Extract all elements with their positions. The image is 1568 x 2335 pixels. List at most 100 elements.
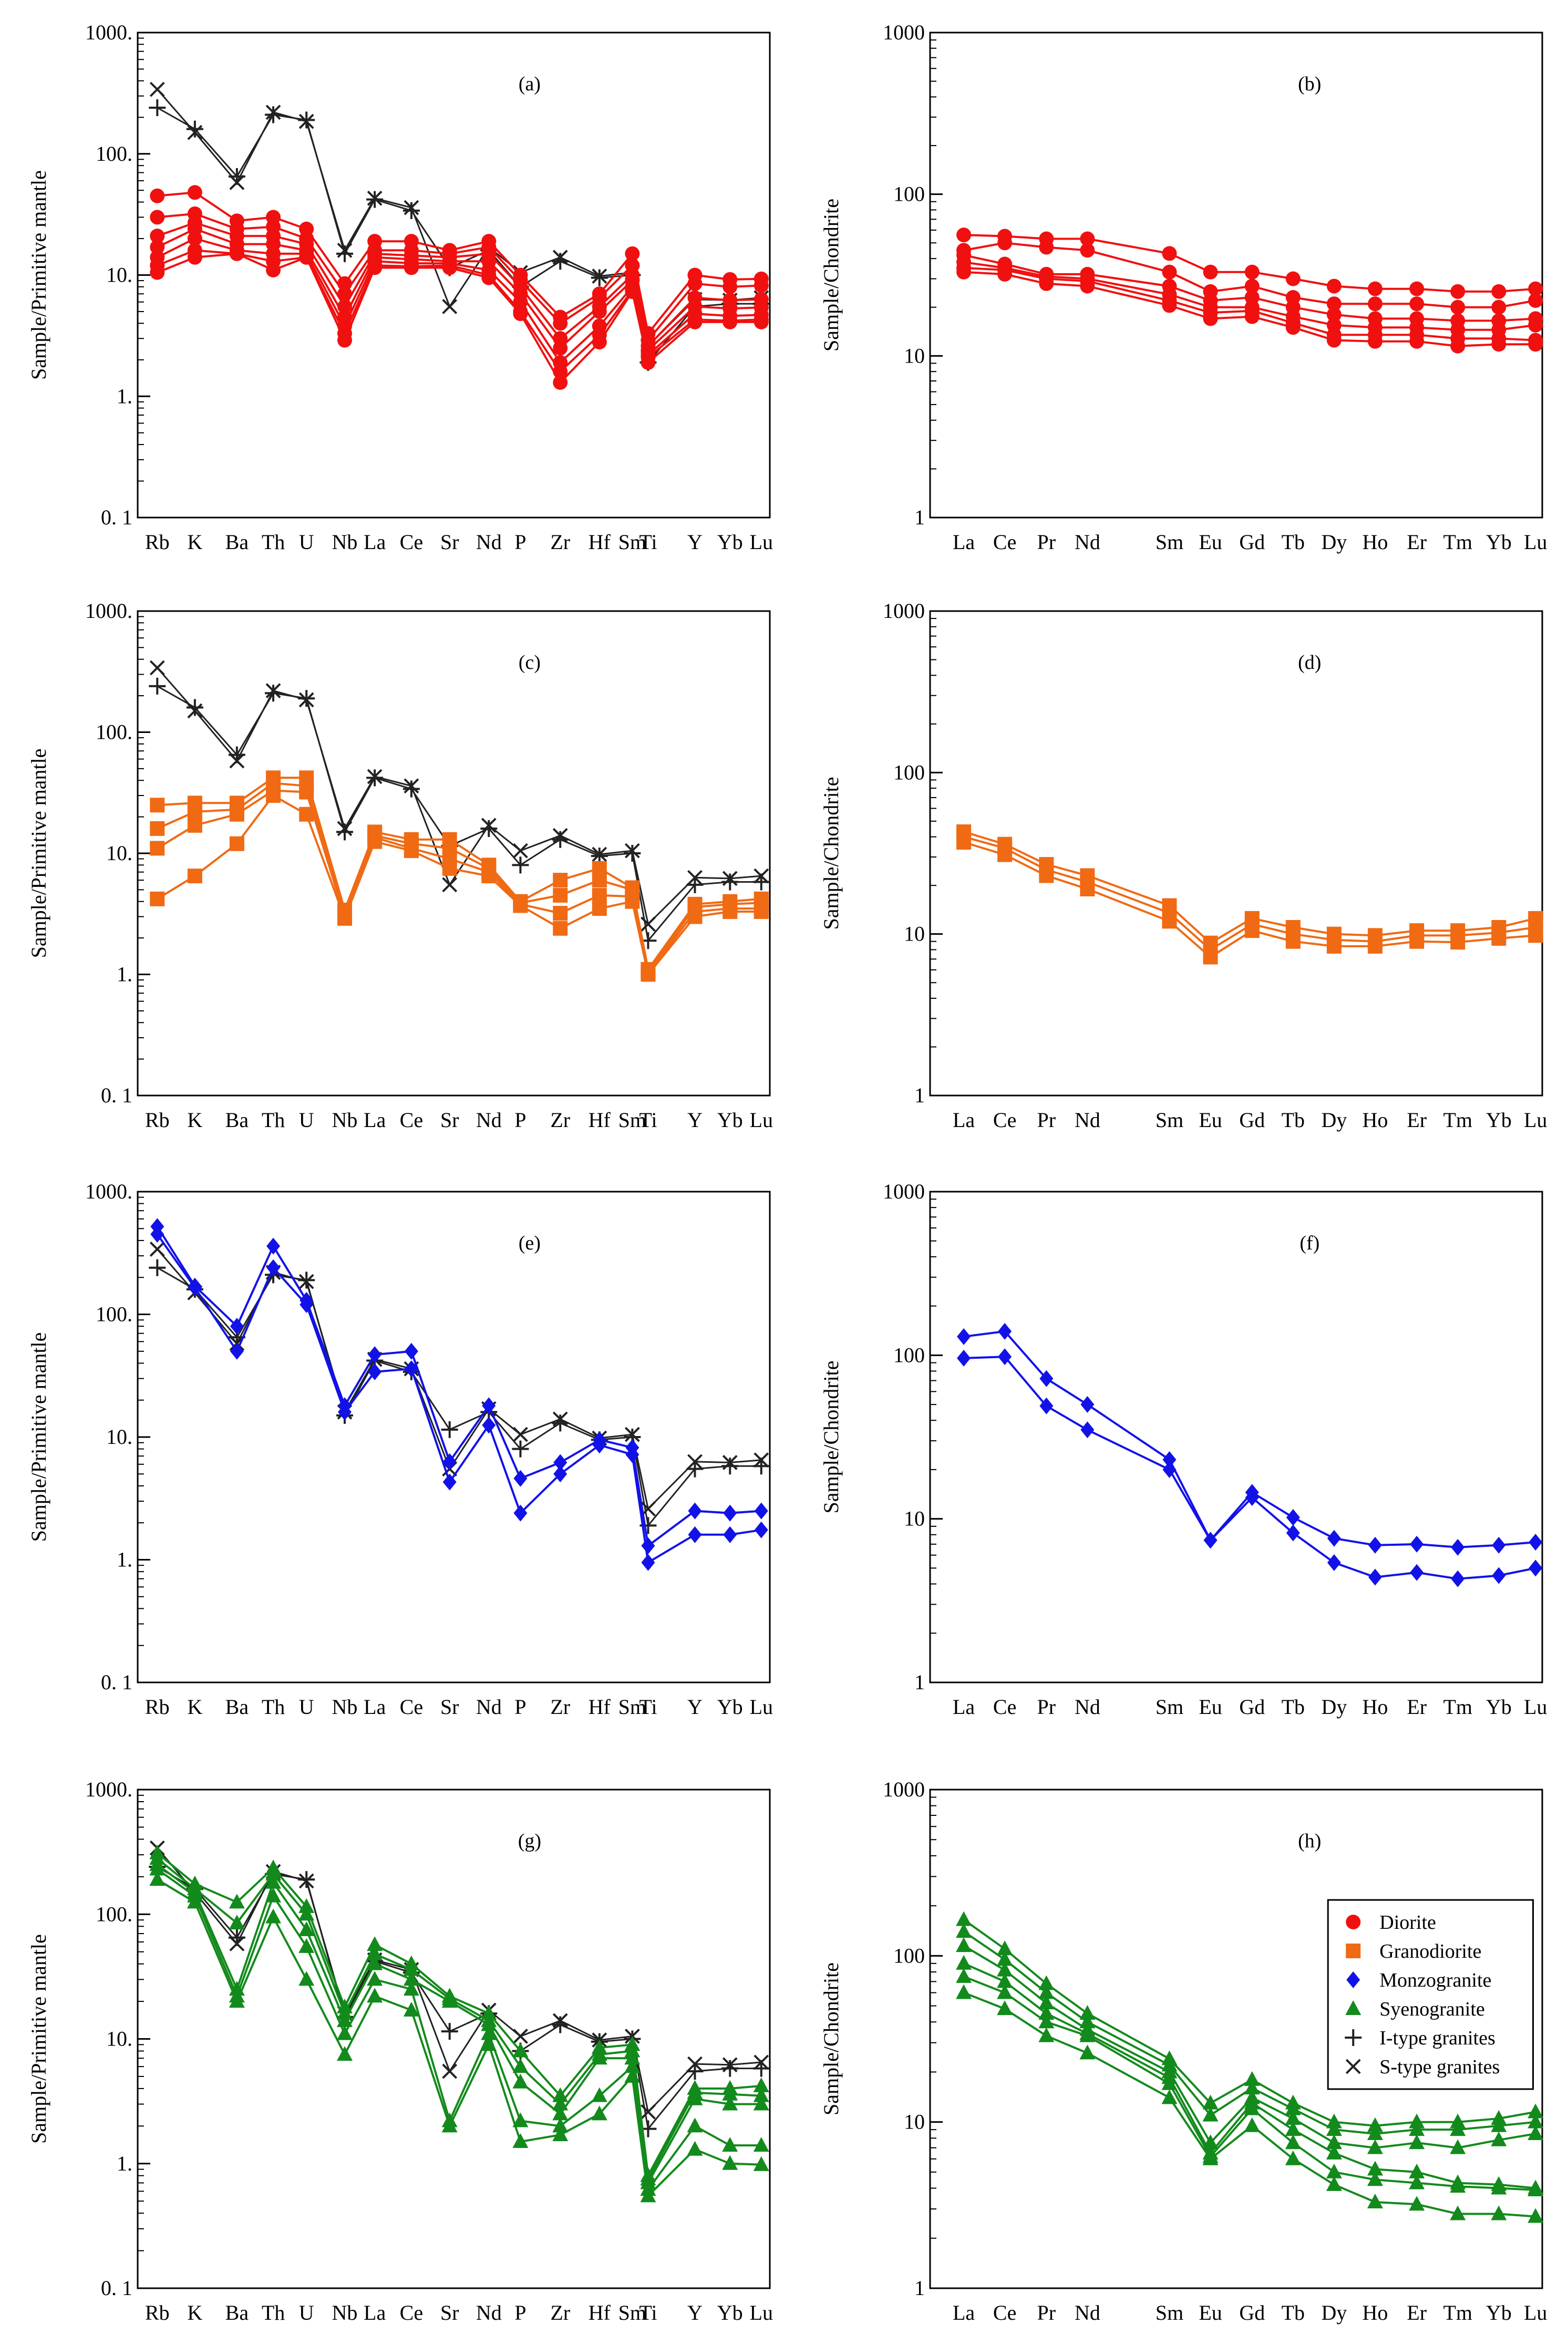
x-category-label: P [514, 1695, 526, 1719]
data-point [480, 820, 498, 837]
series-diorite [150, 206, 769, 348]
x-category-label: Nd [476, 530, 502, 554]
data-point [442, 861, 457, 876]
data-point [1409, 2113, 1425, 2129]
data-point [229, 753, 245, 769]
series-monzogranite [150, 1218, 768, 1554]
panel-d: 1000 100 10 1 La Ce Pr Nd Sm Eu Gd Tb Dy Ho Er Tm Yb Lu Sa… [819, 599, 1547, 1132]
data-point [723, 1504, 737, 1522]
x-category-label: Dy [1321, 530, 1347, 554]
data-point [512, 2058, 529, 2073]
data-point [552, 2105, 569, 2121]
x-category-label: Tm [1443, 1108, 1472, 1132]
data-point [150, 210, 165, 225]
data-point [625, 894, 640, 909]
y-tick-label: 1. [117, 2152, 132, 2175]
series-line [963, 1991, 1536, 2218]
data-point [1039, 1397, 1054, 1414]
x-category-label: K [187, 530, 202, 554]
data-point [149, 1241, 165, 1257]
data-point [553, 375, 568, 390]
x-category-label: Zr [550, 530, 570, 554]
series-granodiorite [150, 788, 769, 982]
data-point [722, 2095, 738, 2111]
data-point [265, 1865, 282, 1881]
data-point [1450, 2205, 1466, 2220]
data-point [552, 2126, 569, 2142]
x-category-label: Sm [1156, 1695, 1183, 1719]
data-point [229, 807, 244, 822]
data-point [722, 871, 738, 886]
data-point [1528, 2113, 1544, 2129]
data-point [299, 784, 314, 800]
data-point [552, 2016, 569, 2033]
data-point [186, 699, 203, 716]
x-category-label: Pr [1037, 2301, 1056, 2324]
x-category-label: Sm [618, 530, 646, 554]
data-point [1080, 1396, 1095, 1413]
data-point [1162, 264, 1177, 280]
data-point [1202, 2150, 1219, 2165]
series-diorite [956, 235, 1543, 315]
y-tick-label: 1000 [883, 599, 925, 623]
data-point [403, 780, 420, 798]
data-point [1367, 2193, 1383, 2208]
data-point [754, 1452, 769, 1468]
x-category-label: Pr [1037, 530, 1056, 554]
data-point [1244, 923, 1260, 938]
data-point [1285, 2150, 1301, 2165]
data-point [1409, 2196, 1425, 2211]
data-point [150, 229, 165, 244]
y-tick-label: 1000 [883, 20, 925, 44]
data-point [187, 703, 203, 719]
data-point [150, 265, 165, 280]
data-point [442, 1473, 457, 1491]
data-point [336, 2025, 353, 2040]
data-point [150, 188, 165, 203]
data-point [641, 2104, 656, 2120]
data-point [367, 1988, 383, 2003]
data-point [1367, 938, 1383, 954]
data-point [149, 99, 166, 117]
series-line [157, 1857, 761, 2183]
data-point [1410, 1564, 1424, 1581]
data-point [1528, 281, 1543, 296]
data-point [1326, 2113, 1342, 2129]
x-category-label: Dy [1321, 1108, 1347, 1132]
x-category-label: Ti [639, 1108, 657, 1132]
data-point [1080, 243, 1095, 258]
x-category-label: Nd [1075, 1108, 1100, 1132]
x-category-label: Ce [993, 530, 1016, 554]
data-point [265, 685, 282, 702]
data-point [186, 120, 203, 138]
data-point [687, 2090, 703, 2105]
series-syenogranite [149, 1861, 769, 2196]
x-category-label: Ho [1363, 2301, 1388, 2324]
y-tick-label: 10. [106, 1425, 132, 1449]
series-line [157, 249, 761, 374]
data-point [641, 916, 656, 932]
x-category-label: Tb [1282, 1695, 1305, 1719]
data-point [367, 1936, 383, 1951]
data-point [404, 778, 419, 794]
x-category-label: Gd [1239, 530, 1265, 554]
x-category-label: Hf [589, 2301, 611, 2324]
data-point [149, 1871, 166, 1886]
data-point [721, 873, 739, 891]
data-point [337, 333, 352, 348]
y-tick-label: 1 [914, 1670, 925, 1694]
x-category-label: P [514, 530, 526, 554]
data-point [266, 1237, 281, 1255]
data-point [1491, 2179, 1507, 2195]
data-point [298, 1906, 315, 1921]
data-point [1491, 284, 1507, 299]
x-category-label: Lu [1524, 530, 1547, 554]
data-point [1491, 2131, 1507, 2146]
data-point [688, 1526, 702, 1543]
data-point [1079, 2044, 1096, 2060]
data-point [299, 250, 314, 265]
data-point [552, 253, 569, 270]
x-category-label: Er [1407, 1695, 1427, 1719]
x-category-label: Zr [550, 2301, 570, 2324]
